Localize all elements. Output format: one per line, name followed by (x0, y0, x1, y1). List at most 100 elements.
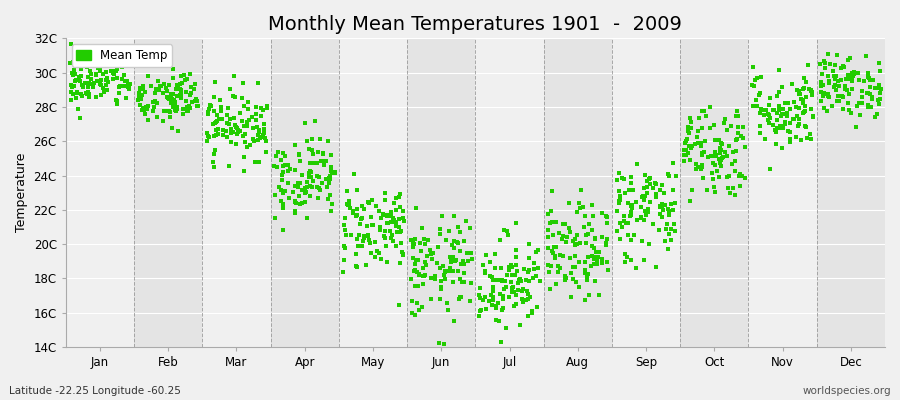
Point (689, 166, 704, 172)
Point (588, 234, 602, 241)
Point (729, 136, 743, 143)
Point (151, 78, 166, 84)
Point (409, 260, 423, 267)
Point (733, 171, 747, 178)
Point (681, 124, 696, 130)
Point (849, 123, 863, 130)
Point (299, 188, 313, 195)
Point (405, 244, 419, 250)
Point (164, 90, 178, 97)
Point (745, 64, 760, 70)
Point (578, 270, 592, 276)
Point (247, 138, 261, 144)
Point (245, 114, 259, 120)
Point (147, 104, 161, 110)
Point (303, 160, 318, 166)
Point (489, 317, 503, 324)
Point (610, 208, 625, 214)
Point (292, 151, 306, 157)
Point (416, 265, 430, 272)
Point (623, 212, 637, 219)
Point (122, 81, 137, 87)
Point (322, 173, 337, 179)
Point (268, 215, 283, 222)
Point (649, 191, 663, 198)
Point (463, 298, 477, 304)
Point (599, 220, 614, 226)
Point (395, 249, 410, 255)
Point (559, 274, 573, 281)
Point (94, 82, 109, 88)
Point (460, 250, 474, 256)
Point (487, 277, 501, 283)
Point (563, 294, 578, 301)
Point (411, 272, 426, 278)
Point (454, 294, 468, 300)
Point (834, 93, 849, 100)
Point (813, 61, 827, 68)
Point (68, 71, 82, 77)
Point (775, 123, 789, 129)
Point (609, 208, 624, 214)
Point (775, 110, 789, 117)
Point (509, 268, 524, 274)
Point (599, 236, 614, 242)
Point (873, 68, 887, 74)
Point (136, 82, 150, 89)
Point (850, 103, 864, 110)
Point (826, 68, 841, 74)
Point (229, 140, 243, 147)
Point (212, 116, 226, 122)
Point (81, 88, 95, 95)
Point (294, 187, 309, 194)
Point (757, 112, 771, 118)
Point (548, 280, 562, 287)
Point (688, 161, 703, 167)
Point (577, 223, 591, 230)
Point (226, 128, 240, 135)
Point (120, 78, 134, 84)
Point (794, 96, 808, 102)
Point (532, 278, 546, 285)
Point (311, 194, 326, 201)
Point (80, 91, 94, 97)
Point (708, 188, 723, 195)
Point (568, 236, 582, 242)
Point (774, 113, 788, 120)
Point (792, 121, 806, 127)
Point (323, 152, 338, 158)
Point (158, 108, 172, 114)
Point (683, 115, 698, 122)
Point (731, 123, 745, 130)
Point (278, 188, 293, 194)
Point (679, 146, 693, 153)
Point (393, 228, 408, 234)
Point (133, 84, 148, 91)
Point (242, 117, 256, 123)
Point (683, 157, 698, 164)
Point (252, 158, 266, 165)
Point (441, 228, 455, 234)
Point (251, 132, 266, 138)
Point (81, 90, 95, 96)
Point (845, 70, 859, 76)
Point (389, 220, 403, 226)
Point (513, 276, 527, 282)
Point (259, 148, 274, 155)
Point (668, 228, 682, 235)
Point (700, 186, 715, 193)
Point (488, 265, 502, 271)
Point (173, 92, 187, 98)
Point (274, 157, 288, 164)
Point (503, 262, 517, 268)
Point (493, 339, 508, 346)
Point (549, 244, 563, 250)
Point (287, 141, 302, 148)
Point (841, 100, 855, 106)
Point (179, 89, 194, 95)
Point (486, 297, 500, 303)
Point (587, 245, 601, 252)
Point (729, 147, 743, 154)
Point (580, 274, 594, 280)
Point (697, 108, 711, 114)
